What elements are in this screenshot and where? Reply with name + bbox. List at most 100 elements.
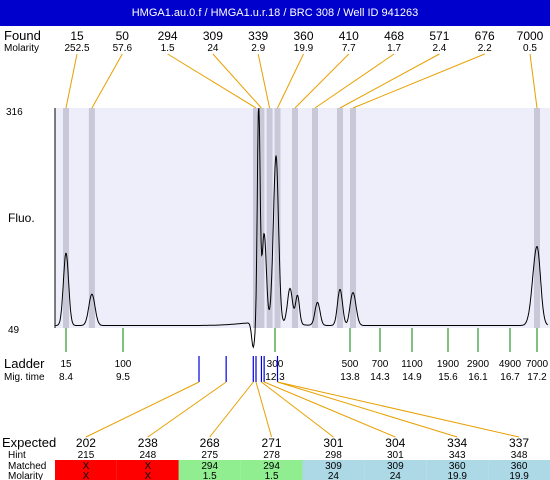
- ladder-label: Ladder: [4, 356, 45, 371]
- expected-connector: [147, 381, 227, 438]
- y-max-tick: 316: [6, 107, 23, 118]
- found-molarity-label: 2.2: [478, 43, 492, 54]
- found-connector: [339, 53, 440, 109]
- ladder-time-label: 14.3: [370, 372, 390, 383]
- found-molarity-label: 2.9: [251, 43, 265, 54]
- peak-band: [350, 108, 356, 328]
- plot-area: [55, 108, 550, 328]
- expected-matched: X: [144, 461, 151, 472]
- found-connector: [529, 53, 538, 109]
- expected-row-fill: [302, 460, 365, 480]
- ladder-size-label: 4900: [499, 359, 522, 370]
- expected-size: 337: [509, 436, 529, 450]
- expected-matched: 309: [387, 461, 404, 472]
- found-size-label: 309: [203, 29, 223, 43]
- found-connector: [91, 53, 123, 109]
- peak-bands: [63, 108, 540, 328]
- expected-matched: 294: [263, 461, 280, 472]
- found-molarity-label: 2.4: [432, 43, 446, 54]
- expected-size: 301: [323, 436, 343, 450]
- fluo-axis-label: Fluo.: [8, 211, 35, 225]
- found-connector: [277, 53, 304, 109]
- ladder-time-label: 15.6: [438, 372, 458, 383]
- peak-band: [63, 108, 69, 328]
- molarity-bottom-label: Molarity: [8, 471, 43, 480]
- peak-band: [292, 108, 298, 328]
- window-title: HMGA1.au.0.f / HMGA1.u.r.18 / BRC 308 / …: [0, 0, 550, 26]
- ladder-time-label: 8.4: [59, 372, 73, 383]
- ladder-labels: 15 8.4 100 9.5 300 12.3 500 13.8 700 14.3 1100 14.9…: [59, 359, 549, 383]
- peak-band: [88, 108, 95, 328]
- ladder-size-label: 7000: [526, 359, 549, 370]
- expected-molarity: X: [144, 471, 151, 480]
- found-connector: [352, 53, 485, 109]
- peak-band: [266, 108, 273, 328]
- ladder-size-label: 1900: [437, 359, 460, 370]
- found-size-label: 15: [70, 29, 84, 43]
- ladder-size-label: 100: [115, 359, 132, 370]
- expected-connector: [209, 381, 254, 438]
- expected-row-fill: [240, 460, 303, 480]
- expected-molarity: X: [83, 471, 90, 480]
- ladder-time-label: 16.7: [500, 372, 520, 383]
- ladder-time-label: 14.9: [402, 372, 422, 383]
- expected-connector-lines: [85, 381, 520, 438]
- expected-table: 202215XX238248XX2682752941.52712782941.5…: [55, 436, 550, 480]
- peak-band: [534, 108, 540, 328]
- expected-hint: 348: [511, 450, 528, 461]
- found-molarity-label: 19.9: [294, 43, 314, 54]
- ladder-time-label: 9.5: [116, 372, 130, 383]
- expected-row-fill: [178, 460, 241, 480]
- expected-size: 304: [385, 436, 405, 450]
- expected-size: 334: [447, 436, 467, 450]
- found-connector: [65, 53, 78, 109]
- found-molarity-label: 1.7: [387, 43, 401, 54]
- expected-connector: [277, 381, 520, 438]
- found-size-label: 50: [116, 29, 130, 43]
- found-molarity-label: 57.6: [113, 43, 133, 54]
- ladder-time-label: 12.3: [265, 372, 285, 383]
- expected-matched: 360: [449, 461, 466, 472]
- matched-label: Matched: [8, 461, 46, 472]
- ladder-ticks: [65, 328, 538, 352]
- found-size-label: 339: [248, 29, 268, 43]
- found-size-label: 294: [158, 29, 178, 43]
- expected-matched: 294: [201, 461, 218, 472]
- expected-hint: 215: [78, 450, 95, 461]
- expected-size: 238: [138, 436, 158, 450]
- mig-time-label: Mig. time: [4, 372, 45, 383]
- hint-label: Hint: [8, 450, 26, 461]
- expected-molarity: 19.9: [447, 471, 467, 480]
- expected-molarity: 24: [328, 471, 340, 480]
- found-connector: [314, 53, 395, 109]
- expected-size: 268: [200, 436, 220, 450]
- found-size-label: 676: [475, 29, 495, 43]
- expected-row-fill: [55, 460, 117, 480]
- ladder-time-label: 16.1: [468, 372, 488, 383]
- found-connector: [167, 53, 257, 109]
- fluorescence-trace: [55, 107, 549, 349]
- found-connector: [257, 53, 271, 109]
- expected-hint: 275: [201, 450, 218, 461]
- expected-hint: 278: [263, 450, 280, 461]
- ladder-size-label: 1100: [401, 359, 423, 370]
- expected-hint: 248: [139, 450, 156, 461]
- found-molarity-label: 7.7: [342, 43, 356, 54]
- found-connector: [212, 53, 262, 109]
- peak-band: [253, 108, 259, 328]
- expected-row-fill: [364, 460, 427, 480]
- ladder-size-label: 700: [372, 359, 389, 370]
- expected-row-fill: [426, 460, 489, 480]
- found-size-label: 360: [293, 29, 313, 43]
- peak-band: [337, 108, 343, 328]
- peak-band: [258, 108, 265, 328]
- found-size-label: 7000: [517, 29, 544, 43]
- ladder-size-label: 300: [267, 359, 284, 370]
- found-size-label: 410: [339, 29, 359, 43]
- found-connector: [294, 53, 350, 109]
- expected-connector: [263, 381, 396, 438]
- expected-matched: X: [83, 461, 90, 472]
- expected-connector: [277, 381, 458, 438]
